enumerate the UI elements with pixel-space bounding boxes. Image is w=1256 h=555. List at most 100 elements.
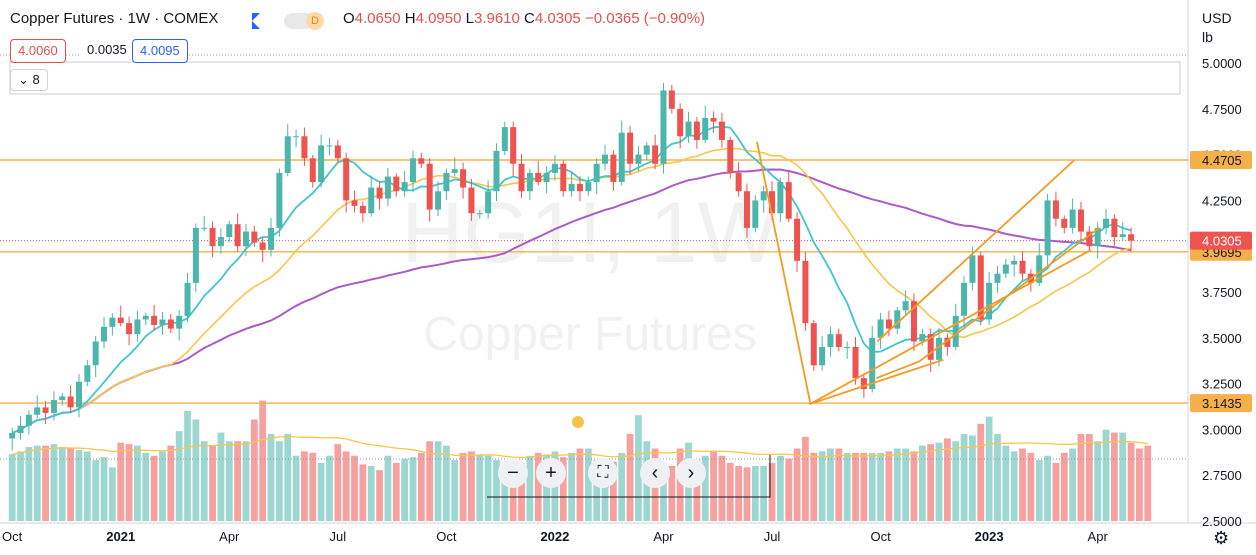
volume-bar [401,458,409,521]
buy-price-button[interactable]: 4.0095 [132,39,188,63]
volume-bar [142,452,150,521]
symbol-title[interactable]: Copper Futures · 1W · COMEX [10,10,219,27]
volume-bar [635,415,642,521]
candle-body [334,145,341,159]
candle-body [268,227,275,250]
volume-bar [267,434,275,521]
candle-body [593,163,600,183]
volume-bar [33,445,41,521]
gear-icon[interactable]: ⚙ [1213,528,1230,548]
candle-body [351,200,358,206]
scroll-forward-button[interactable]: › [676,458,706,488]
volume-bar [476,454,484,521]
candle-body [568,183,575,192]
trend-line-drawing[interactable] [876,227,1100,379]
volume-bar [501,468,509,521]
volume-bar [184,410,191,521]
candle-body [526,172,533,192]
volume-bar [810,452,818,521]
unit-selector[interactable]: lb [1202,29,1213,45]
zoom-in-button[interactable]: + [536,458,566,488]
scroll-back-button[interactable]: ‹ [640,458,670,488]
candle-body [151,315,158,325]
candle-body [551,163,558,173]
candle-body [234,224,241,247]
volume-bar [977,423,985,521]
volume-ma-line [12,435,1148,459]
volume-bar [676,448,684,521]
candle-body [293,136,300,138]
candle-body [75,381,82,408]
candle-body [109,317,116,327]
volume-bar [509,465,517,521]
chevron-down-icon: ⌄ [18,72,29,87]
candle-body [902,301,909,311]
candle-body [618,132,625,183]
trend-line-drawing[interactable] [809,249,1092,405]
candle-body [460,169,467,188]
range-selection-bracket [487,455,771,498]
volume-bar [434,441,442,521]
candle-body [226,224,233,238]
candle-body [869,337,876,390]
volume-bar [1044,455,1051,521]
volume-bar [693,460,701,521]
volume-bar [935,442,943,521]
indicators-toggle[interactable]: ⌄ 8 [10,69,48,91]
zoom-out-button[interactable]: − [498,458,528,488]
flag-icon[interactable] [252,13,260,29]
volume-bar [1027,452,1035,521]
volume-bar [1069,448,1077,521]
alarm-clock-icon[interactable] [572,416,584,428]
volume-bar [392,463,400,521]
low-value: 3.9610 [473,10,520,27]
overlay-frame [9,61,1181,95]
time-tick-label: Apr [1088,529,1109,544]
trend-line-drawing[interactable] [756,141,944,405]
candle-body [451,169,458,173]
volume-bar [409,457,417,521]
candle-body [17,425,24,434]
candle-body [702,117,709,140]
volume-bar [200,441,208,521]
volume-bar [376,470,383,521]
candle-body [217,237,224,247]
sell-price-button[interactable]: 4.0060 [10,39,66,63]
candle-body [59,396,66,401]
candle-body [1119,234,1126,238]
volume-bar [726,463,734,521]
candle-body [1128,234,1135,241]
price-tick-label: 3.5000 [1202,331,1242,346]
candle-body [493,150,500,192]
spread-value: 0.0035 [80,39,134,61]
candle-body [426,163,433,210]
volume-bar [359,464,367,521]
volume-bar [468,451,475,521]
volume-bar [175,431,183,521]
volume-bar [593,460,601,521]
candle-body [827,334,834,347]
volume-bar [384,455,392,521]
ohlc-readout: O4.0650 H4.0950 L3.9610 C4.0305 −0.0365 … [343,10,705,27]
volume-bar [417,452,425,521]
candle-body [794,218,801,261]
currency-selector[interactable]: USD [1202,10,1232,26]
candle-body [635,154,642,164]
volume-bar [1136,448,1143,521]
candle-body [576,183,583,192]
candle-body [1061,218,1068,228]
candle-body [1077,209,1084,232]
reset-chart-button[interactable]: ⛶ [588,458,618,488]
volume-bar [326,455,333,521]
candle-body [159,319,166,325]
volume-bar [1060,452,1068,521]
volume-bar [927,444,935,521]
volume-bar [159,451,166,521]
candle-body [560,163,567,192]
candle-body [518,163,525,192]
price-tick-label: 2.5000 [1202,514,1242,529]
trend-line-drawing[interactable] [876,159,1075,343]
volume-bar [1077,434,1085,521]
time-tick-label: Oct [870,529,891,544]
